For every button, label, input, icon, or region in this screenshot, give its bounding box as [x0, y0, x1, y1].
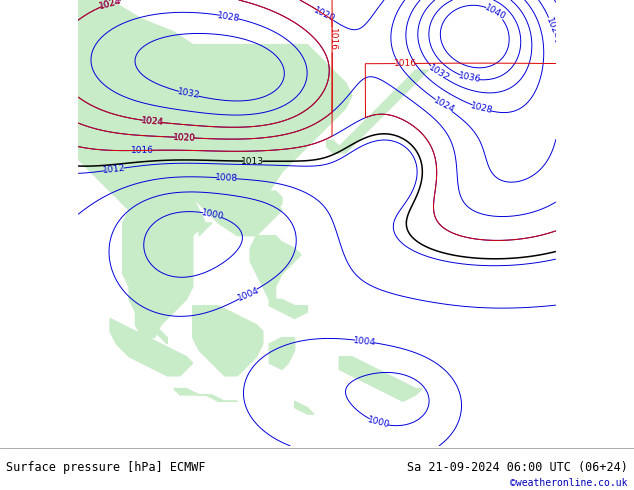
Text: 1036: 1036: [458, 72, 482, 85]
Text: 1020: 1020: [313, 6, 337, 24]
Text: 1028: 1028: [217, 11, 241, 23]
Text: 1016: 1016: [394, 59, 417, 68]
Polygon shape: [333, 70, 429, 153]
Polygon shape: [123, 197, 205, 338]
Polygon shape: [269, 299, 307, 318]
Text: 1020: 1020: [173, 133, 197, 143]
Text: 1024: 1024: [98, 0, 122, 11]
Polygon shape: [295, 401, 314, 414]
Text: 1028: 1028: [469, 101, 494, 115]
Text: Sa 21-09-2024 06:00 UTC (06+24): Sa 21-09-2024 06:00 UTC (06+24): [407, 462, 628, 474]
Polygon shape: [250, 236, 301, 299]
Text: 1013: 1013: [242, 157, 264, 166]
Polygon shape: [110, 318, 193, 376]
Polygon shape: [136, 312, 167, 344]
Polygon shape: [199, 223, 212, 236]
Text: ©weatheronline.co.uk: ©weatheronline.co.uk: [510, 478, 628, 488]
Polygon shape: [174, 389, 237, 401]
Text: 1024: 1024: [141, 116, 164, 127]
Text: 1016: 1016: [131, 146, 154, 155]
Text: 1004: 1004: [236, 286, 261, 303]
Polygon shape: [269, 191, 282, 210]
Polygon shape: [78, 0, 352, 236]
Text: 1032: 1032: [176, 87, 200, 100]
Polygon shape: [327, 140, 339, 153]
Text: 1020: 1020: [173, 133, 197, 143]
Text: 1040: 1040: [482, 3, 507, 22]
Text: 1024: 1024: [544, 17, 561, 41]
Text: 1024: 1024: [98, 0, 122, 11]
Text: 1012: 1012: [103, 164, 126, 175]
Text: 1000: 1000: [200, 208, 224, 221]
Polygon shape: [269, 338, 295, 369]
Polygon shape: [339, 357, 422, 401]
Text: 1000: 1000: [366, 416, 391, 430]
Text: 1004: 1004: [353, 336, 376, 347]
Text: 1016: 1016: [328, 28, 337, 51]
Text: 1008: 1008: [215, 173, 238, 183]
Text: 1024: 1024: [432, 96, 456, 115]
Text: Surface pressure [hPa] ECMWF: Surface pressure [hPa] ECMWF: [6, 462, 206, 474]
Text: 1024: 1024: [141, 116, 164, 127]
Text: 1032: 1032: [427, 63, 451, 83]
Polygon shape: [193, 306, 263, 376]
